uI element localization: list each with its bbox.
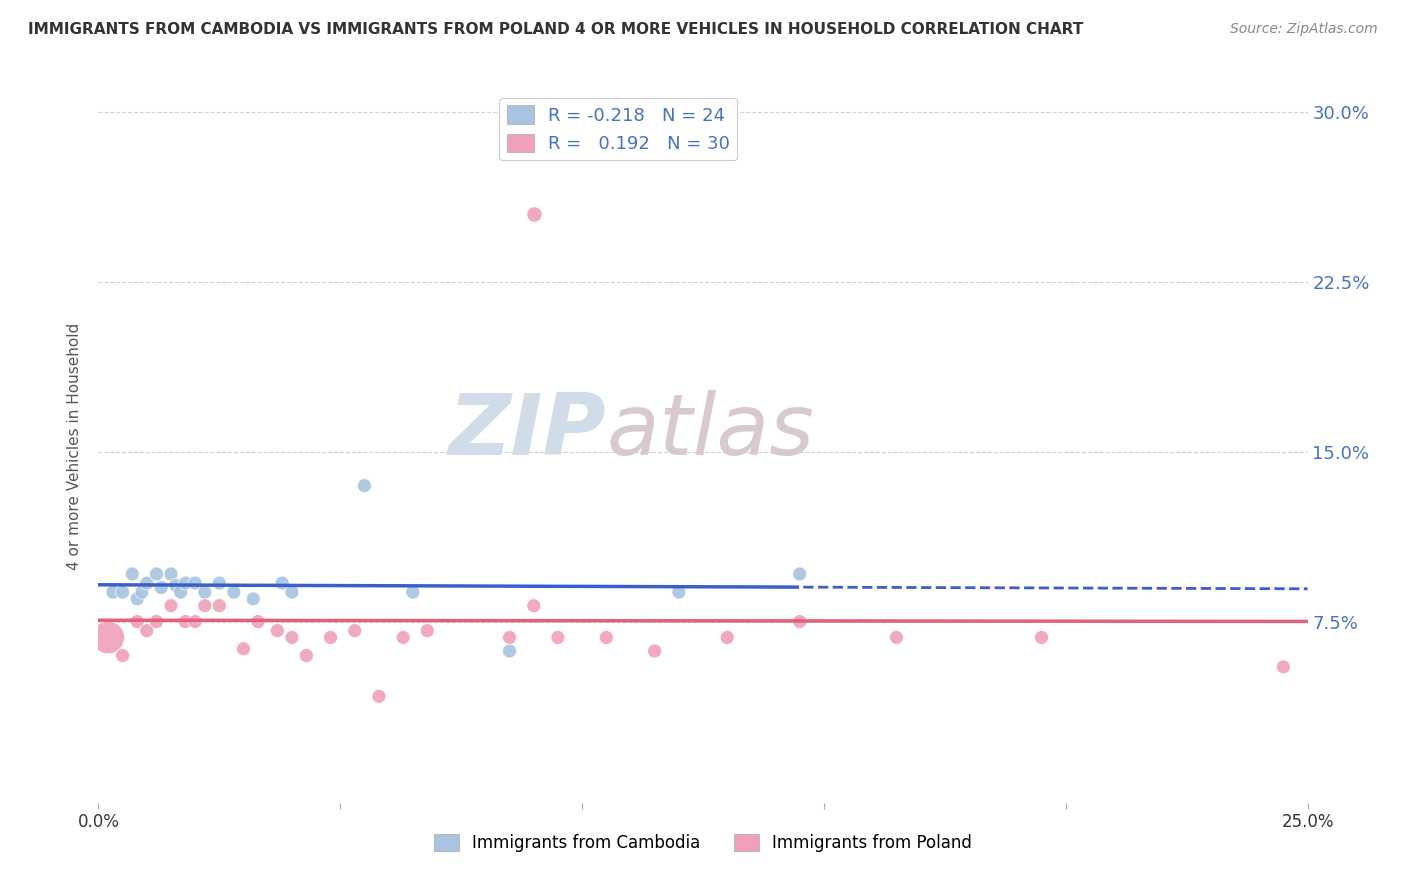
Point — [208, 599, 231, 613]
Point — [184, 615, 207, 629]
Y-axis label: 4 or more Vehicles in Household: 4 or more Vehicles in Household — [67, 322, 83, 570]
Point — [174, 576, 197, 591]
Point — [121, 566, 143, 581]
Point — [402, 585, 425, 599]
Point — [145, 566, 167, 581]
Point — [127, 615, 149, 629]
Point — [886, 631, 908, 645]
Point — [222, 585, 245, 599]
Point — [97, 631, 120, 645]
Point — [392, 631, 415, 645]
Point — [145, 615, 167, 629]
Point — [101, 585, 124, 599]
Point — [789, 566, 811, 581]
Point — [247, 615, 270, 629]
Point — [668, 585, 690, 599]
Point — [716, 631, 738, 645]
Point — [160, 566, 183, 581]
Text: ZIP: ZIP — [449, 390, 606, 474]
Point — [111, 648, 134, 663]
Point — [595, 631, 617, 645]
Point — [1031, 631, 1053, 645]
Point — [150, 581, 173, 595]
Point — [319, 631, 342, 645]
Point — [174, 615, 197, 629]
Point — [353, 478, 375, 492]
Point — [242, 591, 264, 606]
Point — [266, 624, 288, 638]
Point — [135, 624, 157, 638]
Point — [281, 631, 304, 645]
Point — [295, 648, 318, 663]
Point — [165, 578, 187, 592]
Point — [281, 585, 304, 599]
Text: atlas: atlas — [606, 390, 814, 474]
Legend: Immigrants from Cambodia, Immigrants from Poland: Immigrants from Cambodia, Immigrants fro… — [427, 827, 979, 859]
Point — [523, 599, 546, 613]
Point — [135, 576, 157, 591]
Point — [644, 644, 666, 658]
Point — [111, 585, 134, 599]
Point — [789, 615, 811, 629]
Point — [184, 576, 207, 591]
Point — [194, 585, 217, 599]
Point — [498, 631, 520, 645]
Point — [547, 631, 569, 645]
Point — [169, 585, 191, 599]
Point — [131, 585, 153, 599]
Point — [232, 641, 254, 656]
Point — [498, 644, 520, 658]
Point — [1272, 660, 1295, 674]
Point — [523, 207, 546, 221]
Point — [416, 624, 439, 638]
Point — [208, 576, 231, 591]
Point — [343, 624, 366, 638]
Text: Source: ZipAtlas.com: Source: ZipAtlas.com — [1230, 22, 1378, 37]
Point — [160, 599, 183, 613]
Point — [194, 599, 217, 613]
Text: IMMIGRANTS FROM CAMBODIA VS IMMIGRANTS FROM POLAND 4 OR MORE VEHICLES IN HOUSEHO: IMMIGRANTS FROM CAMBODIA VS IMMIGRANTS F… — [28, 22, 1084, 37]
Point — [127, 591, 149, 606]
Point — [368, 690, 391, 704]
Point — [271, 576, 294, 591]
